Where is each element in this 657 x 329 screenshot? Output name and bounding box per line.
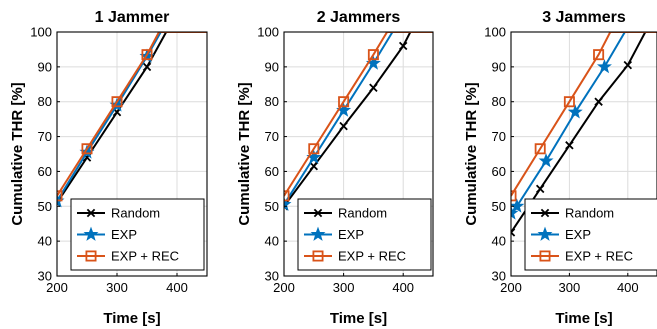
data-point — [537, 185, 544, 192]
y-tick-label: 50 — [265, 199, 279, 214]
legend: Random EXP EXP + REC — [525, 199, 657, 270]
y-axis-label: Cumulative THR [%] — [236, 82, 253, 225]
data-point — [598, 60, 611, 73]
x-tick-label: 300 — [559, 280, 581, 295]
series-exp — [504, 32, 657, 219]
y-tick-label: 40 — [265, 234, 279, 249]
y-axis-label: Cumulative THR [%] — [463, 82, 480, 225]
data-point — [310, 163, 317, 170]
y-tick-label: 80 — [38, 94, 52, 109]
y-tick-label: 90 — [265, 59, 279, 74]
chart-title: 1 Jammer — [95, 9, 170, 26]
y-tick-label: 70 — [492, 129, 506, 144]
y-tick-label: 90 — [492, 59, 506, 74]
y-tick-label: 90 — [38, 59, 52, 74]
series-exp — [50, 32, 207, 207]
series-line — [284, 32, 433, 205]
y-tick-label: 60 — [265, 164, 279, 179]
y-tick-label: 100 — [257, 25, 279, 40]
y-tick-label: 60 — [492, 164, 506, 179]
series-line — [57, 32, 207, 203]
series-line — [57, 32, 207, 201]
legend-label: Random — [111, 206, 160, 221]
y-tick-label: 30 — [265, 269, 279, 284]
y-tick-label: 30 — [38, 269, 52, 284]
y-tick-label: 50 — [38, 199, 52, 214]
series-line — [284, 32, 433, 206]
y-tick-label: 80 — [492, 94, 506, 109]
legend-item: EXP + REC — [304, 249, 406, 264]
chart-panel-1: 200 300 400 30 40 50 60 70 80 90 100 1 Jammer Time [… — [9, 9, 207, 327]
series-exp-rec — [506, 32, 657, 200]
y-tick-label: 50 — [492, 199, 506, 214]
x-axis-label: Time [s] — [103, 310, 160, 327]
y-axis-label: Cumulative THR [%] — [9, 82, 26, 225]
series-random — [280, 32, 433, 210]
legend-label: Random — [565, 206, 614, 221]
y-tick-label: 60 — [38, 164, 52, 179]
data-point — [370, 84, 377, 91]
legend-label: EXP + REC — [338, 249, 406, 264]
legend-item: EXP + REC — [77, 249, 179, 264]
y-tick-label: 100 — [484, 25, 506, 40]
y-tick-label: 30 — [492, 269, 506, 284]
x-tick-label: 400 — [617, 280, 639, 295]
legend: Random EXP EXP + REC — [71, 199, 204, 270]
y-tick-label: 80 — [265, 94, 279, 109]
x-axis-label: Time [s] — [330, 310, 387, 327]
legend-label: Random — [338, 206, 387, 221]
chart-title: 3 Jammers — [542, 9, 626, 26]
series-random — [53, 32, 207, 206]
legend-label: EXP + REC — [111, 249, 179, 264]
x-tick-label: 400 — [166, 280, 188, 295]
legend-label: EXP — [338, 227, 364, 242]
x-tick-label: 300 — [106, 280, 128, 295]
legend-label: EXP — [111, 227, 137, 242]
y-tick-label: 70 — [265, 129, 279, 144]
y-tick-label: 40 — [492, 234, 506, 249]
chart-panel-2: 200 300 400 30 40 50 60 70 80 90 100 2 Jammers Time … — [236, 9, 433, 327]
data-point — [539, 154, 552, 167]
y-tick-label: 100 — [30, 25, 52, 40]
y-tick-label: 70 — [38, 129, 52, 144]
chart-title: 2 Jammers — [317, 9, 401, 26]
x-axis-label: Time [s] — [555, 310, 612, 327]
x-tick-label: 300 — [333, 280, 355, 295]
legend: Random EXP EXP + REC — [298, 199, 431, 270]
legend-item: EXP + REC — [531, 249, 633, 264]
legend-label: EXP + REC — [565, 249, 633, 264]
x-tick-label: 400 — [392, 280, 414, 295]
legend-label: EXP — [565, 227, 591, 242]
y-tick-label: 40 — [38, 234, 52, 249]
chart-panel-3: 200 300 400 30 40 50 60 70 80 90 100 3 Jammers Time … — [463, 9, 657, 327]
